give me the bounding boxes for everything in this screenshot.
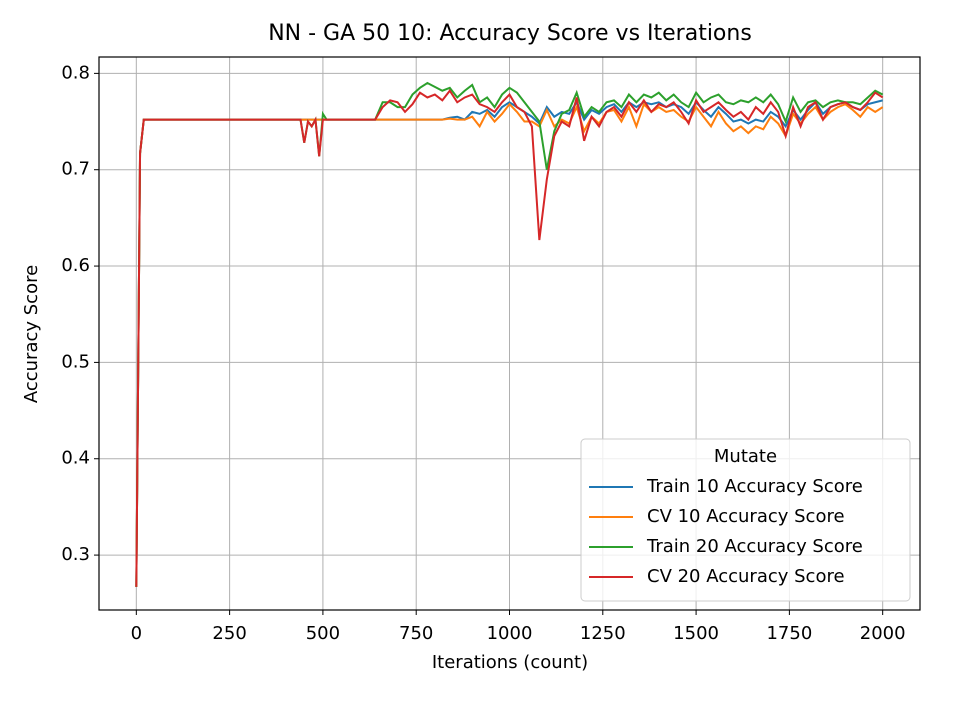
x-tick-label: 0 [131,623,142,644]
legend-label: CV 20 Accuracy Score [647,566,845,587]
series-line [135,81,884,587]
x-tick-label: 1000 [487,623,533,644]
x-tick-label: 1500 [673,623,719,644]
series-line [135,88,884,587]
x-tick-label: 1750 [766,623,812,644]
chart-title: NN - GA 50 10: Accuracy Score vs Iterati… [268,21,752,46]
y-tick-label: 0.3 [61,544,90,565]
legend-label: CV 10 Accuracy Score [647,506,845,527]
y-tick-label: 0.6 [61,255,90,276]
y-tick-label: 0.8 [61,62,90,83]
legend-title: Mutate [714,446,777,467]
legend-label: Train 10 Accuracy Score [646,476,863,497]
x-tick-label: 2000 [860,623,906,644]
legend-box [580,438,911,602]
x-tick-label: 750 [399,623,433,644]
y-axis-label: Accuracy Score [21,265,42,403]
y-tick-label: 0.5 [61,351,90,372]
x-tick-label: 500 [306,623,340,644]
y-tick-label: 0.7 [61,159,90,180]
legend-label: Train 20 Accuracy Score [646,536,863,557]
plot-frame [98,56,921,611]
x-axis-label: Iterations (count) [432,652,588,673]
x-tick-label: 1250 [580,623,626,644]
x-tick-label: 250 [212,623,246,644]
y-tick-label: 0.4 [61,448,90,469]
